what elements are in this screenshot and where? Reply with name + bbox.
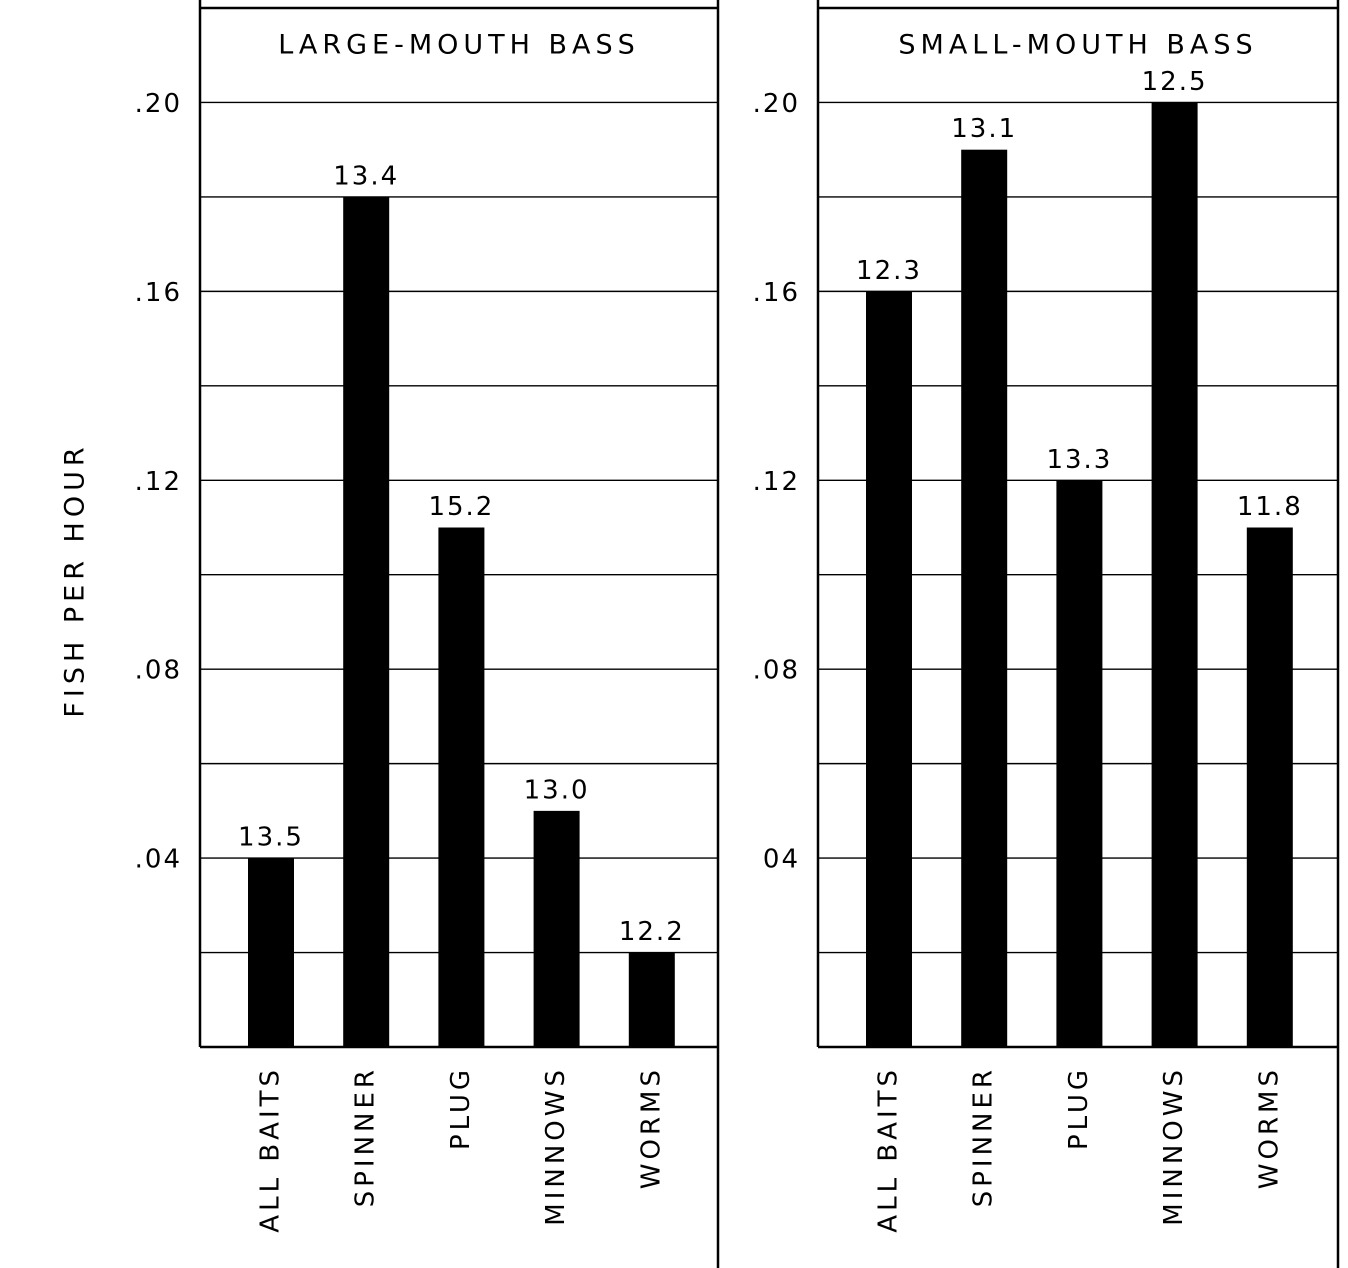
x-tick-label: WORMS [636, 1066, 666, 1189]
bar [1151, 102, 1198, 1048]
bar [1056, 480, 1103, 1048]
x-tick-label: MINNOWS [1159, 1066, 1189, 1226]
panel-title: LARGE-MOUTH BASS [278, 30, 640, 61]
x-tick-label: PLUG [1064, 1066, 1094, 1150]
bar [343, 196, 390, 1048]
bar-annotation: 13.5 [238, 823, 304, 853]
x-tick-label: SPINNER [969, 1066, 999, 1207]
bar [866, 291, 912, 1047]
bar [248, 858, 294, 1047]
bar [628, 952, 675, 1047]
bar [438, 527, 485, 1047]
bar-annotation: 15.2 [428, 492, 494, 522]
y-tick-label: .20 [753, 89, 800, 119]
y-tick-label: .20 [135, 89, 182, 119]
bar-annotation: 12.3 [856, 256, 922, 286]
y-tick-label: .08 [753, 656, 800, 686]
bar-annotation: 13.1 [951, 114, 1017, 144]
y-tick-label: .12 [753, 467, 800, 497]
y-tick-label: 04 [763, 845, 800, 875]
y-tick-label: .16 [753, 278, 800, 308]
x-tick-label: WORMS [1254, 1066, 1284, 1189]
y-tick-label: .08 [135, 656, 182, 686]
y-tick-label: .12 [135, 467, 182, 497]
bar [533, 810, 580, 1047]
panel-title: SMALL-MOUTH BASS [898, 30, 1257, 61]
bar-annotation: 12.5 [1142, 67, 1208, 97]
x-tick-label: MINNOWS [541, 1066, 571, 1226]
bar-annotation: 13.3 [1046, 445, 1112, 475]
y-axis-label: FISH PER HOUR [60, 442, 91, 717]
bar [961, 149, 1008, 1047]
bar-annotation: 12.2 [619, 917, 685, 947]
x-tick-label: PLUG [446, 1066, 476, 1150]
x-tick-label: ALL BAITS [874, 1066, 904, 1233]
bar-annotation: 13.4 [333, 161, 399, 191]
x-tick-label: SPINNER [351, 1066, 381, 1207]
bar-annotation: 13.0 [524, 775, 590, 805]
bar-annotation: 11.8 [1237, 492, 1303, 522]
bar [1246, 527, 1293, 1047]
y-tick-label: .16 [135, 278, 182, 308]
y-tick-label: .04 [135, 845, 182, 875]
x-tick-label: ALL BAITS [256, 1066, 286, 1233]
